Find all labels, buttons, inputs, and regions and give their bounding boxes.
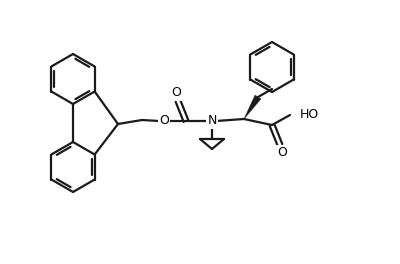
- Text: O: O: [277, 147, 287, 159]
- Polygon shape: [244, 95, 261, 119]
- Text: HO: HO: [300, 109, 319, 121]
- Text: N: N: [207, 115, 217, 128]
- Text: O: O: [171, 87, 181, 100]
- Text: O: O: [159, 115, 169, 128]
